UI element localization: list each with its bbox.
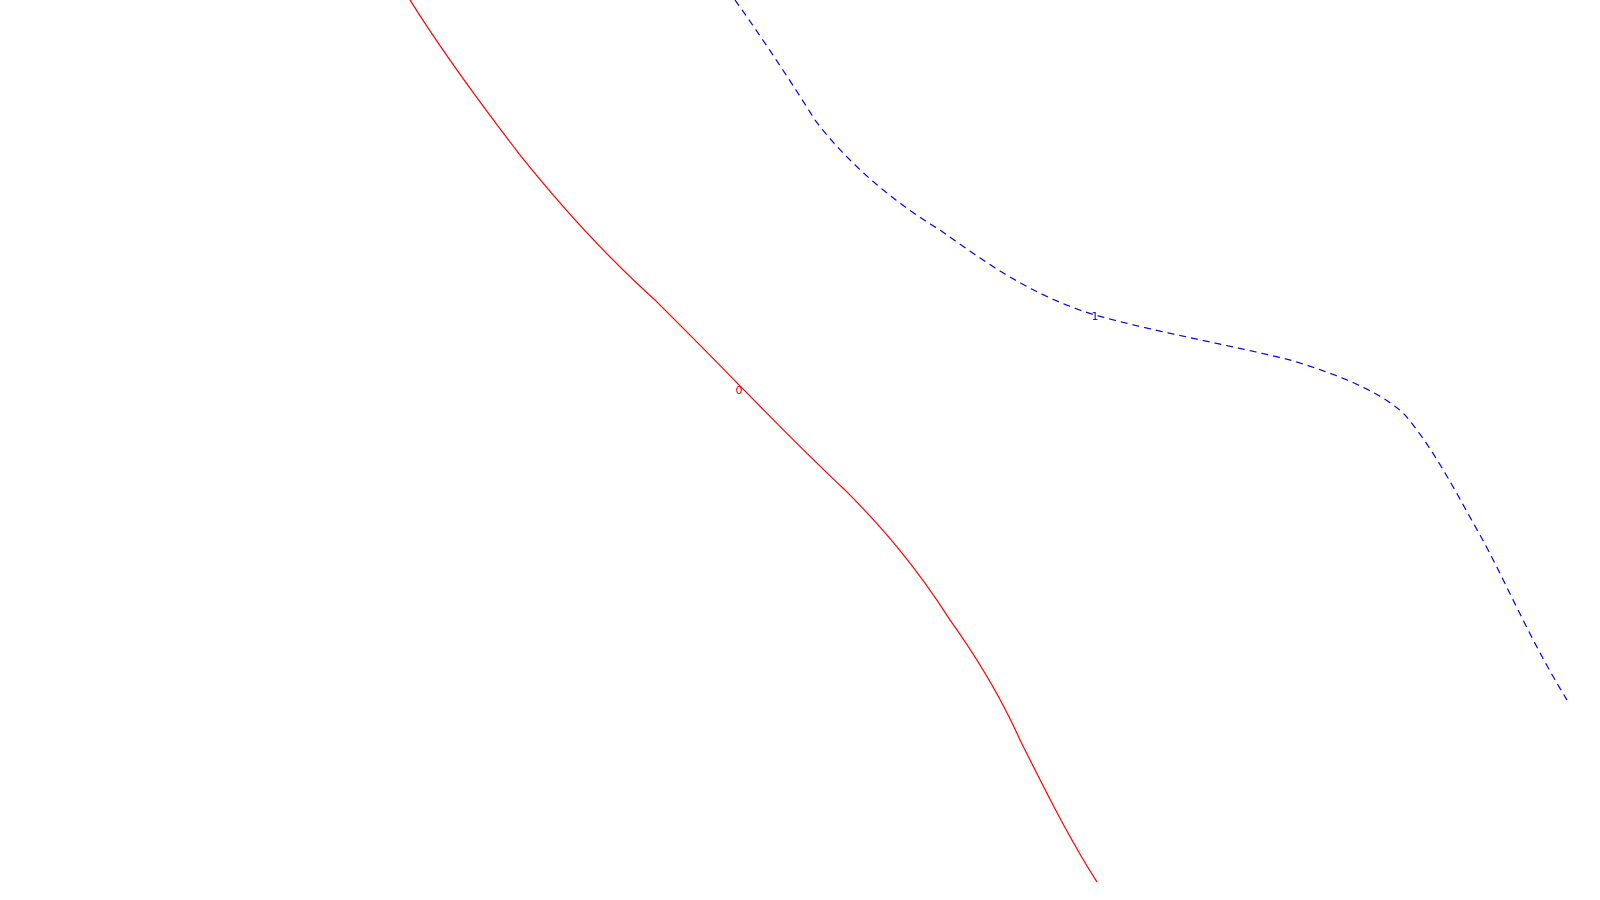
contour-curve-1 bbox=[734, 0, 1568, 701]
contour-label-1: 1 bbox=[1092, 310, 1099, 323]
contour-curve-0 bbox=[409, 0, 1098, 883]
contour-label-0: 0 bbox=[736, 384, 743, 397]
